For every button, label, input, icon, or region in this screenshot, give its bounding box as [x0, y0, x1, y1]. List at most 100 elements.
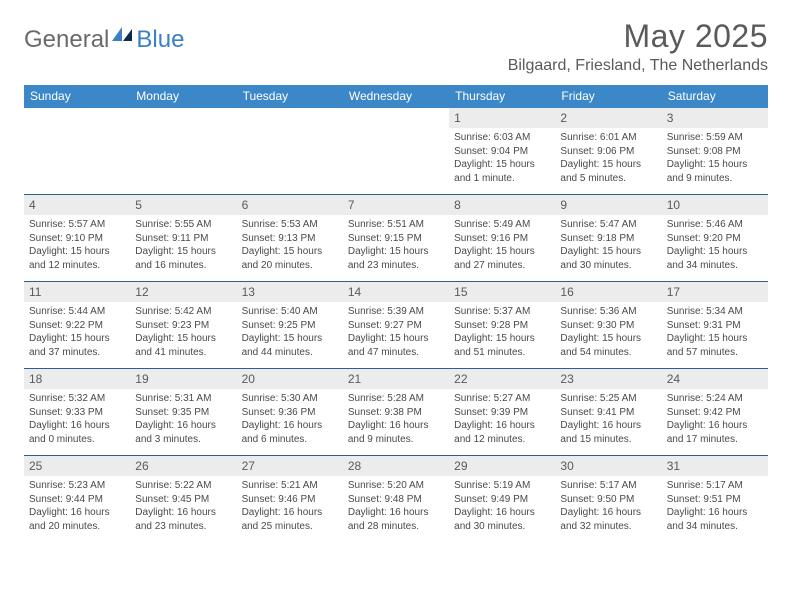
sunrise-text: Sunrise: 5:46 AM [667, 218, 763, 232]
calendar-cell: 5Sunrise: 5:55 AMSunset: 9:11 PMDaylight… [130, 195, 236, 281]
sunrise-text: Sunrise: 5:20 AM [348, 479, 444, 493]
cell-body: Sunrise: 5:27 AMSunset: 9:39 PMDaylight:… [449, 389, 555, 448]
day-number: 1 [449, 108, 555, 128]
cell-body: Sunrise: 5:46 AMSunset: 9:20 PMDaylight:… [662, 215, 768, 274]
daylight-text: Daylight: 16 hours and 30 minutes. [454, 506, 550, 533]
sunset-text: Sunset: 9:48 PM [348, 493, 444, 507]
sunset-text: Sunset: 9:10 PM [29, 232, 125, 246]
sunset-text: Sunset: 9:39 PM [454, 406, 550, 420]
daylight-text: Daylight: 16 hours and 25 minutes. [242, 506, 338, 533]
cell-body: Sunrise: 5:39 AMSunset: 9:27 PMDaylight:… [343, 302, 449, 361]
daylight-text: Daylight: 15 hours and 37 minutes. [29, 332, 125, 359]
day-number: 9 [555, 195, 661, 215]
day-number: 23 [555, 369, 661, 389]
cell-body: Sunrise: 5:28 AMSunset: 9:38 PMDaylight:… [343, 389, 449, 448]
day-number: 5 [130, 195, 236, 215]
daylight-text: Daylight: 15 hours and 16 minutes. [135, 245, 231, 272]
daylight-text: Daylight: 15 hours and 23 minutes. [348, 245, 444, 272]
cell-body: Sunrise: 5:32 AMSunset: 9:33 PMDaylight:… [24, 389, 130, 448]
day-number: 27 [237, 456, 343, 476]
cell-body: Sunrise: 5:57 AMSunset: 9:10 PMDaylight:… [24, 215, 130, 274]
calendar-weeks: 00001Sunrise: 6:03 AMSunset: 9:04 PMDayl… [24, 108, 768, 542]
daylight-text: Daylight: 16 hours and 20 minutes. [29, 506, 125, 533]
day-number: 11 [24, 282, 130, 302]
daylight-text: Daylight: 16 hours and 3 minutes. [135, 419, 231, 446]
calendar-cell: 31Sunrise: 5:17 AMSunset: 9:51 PMDayligh… [662, 456, 768, 542]
daylight-text: Daylight: 16 hours and 12 minutes. [454, 419, 550, 446]
daylight-text: Daylight: 15 hours and 27 minutes. [454, 245, 550, 272]
sunset-text: Sunset: 9:04 PM [454, 145, 550, 159]
day-number: 10 [662, 195, 768, 215]
day-number: 25 [24, 456, 130, 476]
sunrise-text: Sunrise: 5:36 AM [560, 305, 656, 319]
daylight-text: Daylight: 15 hours and 51 minutes. [454, 332, 550, 359]
day-number: 20 [237, 369, 343, 389]
daylight-text: Daylight: 15 hours and 9 minutes. [667, 158, 763, 185]
calendar-cell: 0 [24, 108, 130, 194]
sunrise-text: Sunrise: 5:32 AM [29, 392, 125, 406]
calendar-week: 00001Sunrise: 6:03 AMSunset: 9:04 PMDayl… [24, 108, 768, 194]
cell-body: Sunrise: 5:21 AMSunset: 9:46 PMDaylight:… [237, 476, 343, 535]
logo-text-blue: Blue [136, 26, 184, 54]
calendar-cell: 10Sunrise: 5:46 AMSunset: 9:20 PMDayligh… [662, 195, 768, 281]
logo: General Blue [24, 18, 184, 54]
sunrise-text: Sunrise: 5:59 AM [667, 131, 763, 145]
sunset-text: Sunset: 9:35 PM [135, 406, 231, 420]
calendar-week: 4Sunrise: 5:57 AMSunset: 9:10 PMDaylight… [24, 194, 768, 281]
cell-body: Sunrise: 5:59 AMSunset: 9:08 PMDaylight:… [662, 128, 768, 187]
sunrise-text: Sunrise: 5:30 AM [242, 392, 338, 406]
calendar-cell: 7Sunrise: 5:51 AMSunset: 9:15 PMDaylight… [343, 195, 449, 281]
sunset-text: Sunset: 9:38 PM [348, 406, 444, 420]
calendar-cell: 14Sunrise: 5:39 AMSunset: 9:27 PMDayligh… [343, 282, 449, 368]
cell-body: Sunrise: 5:30 AMSunset: 9:36 PMDaylight:… [237, 389, 343, 448]
cell-body: Sunrise: 5:17 AMSunset: 9:51 PMDaylight:… [662, 476, 768, 535]
sunset-text: Sunset: 9:08 PM [667, 145, 763, 159]
sunrise-text: Sunrise: 5:57 AM [29, 218, 125, 232]
cell-body: Sunrise: 5:40 AMSunset: 9:25 PMDaylight:… [237, 302, 343, 361]
daylight-text: Daylight: 15 hours and 47 minutes. [348, 332, 444, 359]
daylight-text: Daylight: 15 hours and 57 minutes. [667, 332, 763, 359]
day-number: 18 [24, 369, 130, 389]
calendar-cell: 27Sunrise: 5:21 AMSunset: 9:46 PMDayligh… [237, 456, 343, 542]
daylight-text: Daylight: 15 hours and 41 minutes. [135, 332, 231, 359]
daylight-text: Daylight: 15 hours and 12 minutes. [29, 245, 125, 272]
cell-body: Sunrise: 5:24 AMSunset: 9:42 PMDaylight:… [662, 389, 768, 448]
cell-body: Sunrise: 5:19 AMSunset: 9:49 PMDaylight:… [449, 476, 555, 535]
calendar-cell: 8Sunrise: 5:49 AMSunset: 9:16 PMDaylight… [449, 195, 555, 281]
dow-label: Friday [555, 85, 661, 108]
cell-body: Sunrise: 5:22 AMSunset: 9:45 PMDaylight:… [130, 476, 236, 535]
daylight-text: Daylight: 16 hours and 9 minutes. [348, 419, 444, 446]
day-number: 14 [343, 282, 449, 302]
daylight-text: Daylight: 16 hours and 28 minutes. [348, 506, 444, 533]
cell-body: Sunrise: 6:03 AMSunset: 9:04 PMDaylight:… [449, 128, 555, 187]
calendar-cell: 18Sunrise: 5:32 AMSunset: 9:33 PMDayligh… [24, 369, 130, 455]
sunset-text: Sunset: 9:46 PM [242, 493, 338, 507]
day-number: 0 [24, 108, 130, 128]
day-number: 29 [449, 456, 555, 476]
sunrise-text: Sunrise: 5:24 AM [667, 392, 763, 406]
cell-body: Sunrise: 5:36 AMSunset: 9:30 PMDaylight:… [555, 302, 661, 361]
sunrise-text: Sunrise: 5:49 AM [454, 218, 550, 232]
sunrise-text: Sunrise: 5:34 AM [667, 305, 763, 319]
sunrise-text: Sunrise: 5:25 AM [560, 392, 656, 406]
day-number: 3 [662, 108, 768, 128]
calendar: SundayMondayTuesdayWednesdayThursdayFrid… [24, 85, 768, 542]
sunset-text: Sunset: 9:20 PM [667, 232, 763, 246]
sunset-text: Sunset: 9:11 PM [135, 232, 231, 246]
month-title: May 2025 [508, 18, 768, 55]
day-number: 24 [662, 369, 768, 389]
cell-body: Sunrise: 5:42 AMSunset: 9:23 PMDaylight:… [130, 302, 236, 361]
sunset-text: Sunset: 9:18 PM [560, 232, 656, 246]
day-number: 21 [343, 369, 449, 389]
sunrise-text: Sunrise: 5:31 AM [135, 392, 231, 406]
daylight-text: Daylight: 15 hours and 1 minute. [454, 158, 550, 185]
daylight-text: Daylight: 15 hours and 54 minutes. [560, 332, 656, 359]
calendar-cell: 0 [343, 108, 449, 194]
calendar-week: 18Sunrise: 5:32 AMSunset: 9:33 PMDayligh… [24, 368, 768, 455]
calendar-cell: 12Sunrise: 5:42 AMSunset: 9:23 PMDayligh… [130, 282, 236, 368]
sunrise-text: Sunrise: 6:03 AM [454, 131, 550, 145]
sunrise-text: Sunrise: 5:22 AM [135, 479, 231, 493]
sunrise-text: Sunrise: 6:01 AM [560, 131, 656, 145]
sunrise-text: Sunrise: 5:39 AM [348, 305, 444, 319]
day-number: 22 [449, 369, 555, 389]
